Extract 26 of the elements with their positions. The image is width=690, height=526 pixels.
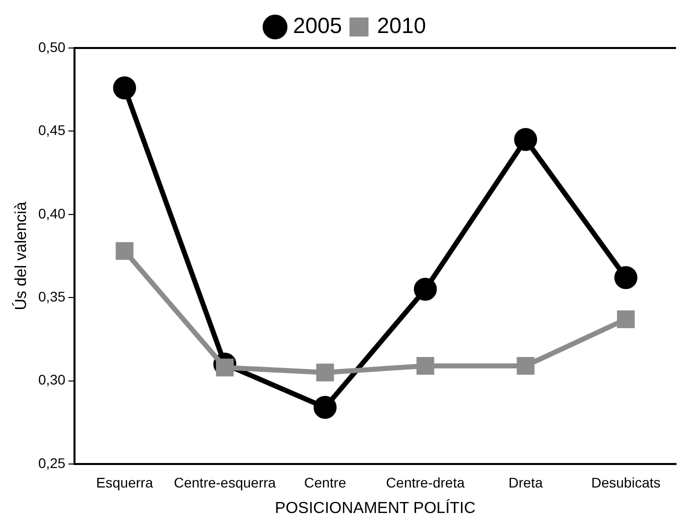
point (116, 242, 134, 260)
x-tick-label: Centre-dreta (386, 474, 465, 490)
point (516, 356, 534, 375)
point (416, 356, 434, 375)
point (414, 278, 437, 301)
x-axis-title: POSICIONAMENT POLÍTIC (274, 498, 476, 517)
x-tick-label: Dreta (508, 474, 543, 490)
y-tick-label: 0,30 (38, 372, 66, 388)
y-axis-title: Ús del valencià (12, 202, 30, 310)
x-tick-label: Centre-esquerra (174, 474, 276, 490)
point (316, 364, 334, 382)
x-tick-label: Desubicats (591, 474, 661, 490)
x-tick-label: Esquerra (96, 474, 154, 490)
legend-label: 2005 (293, 13, 342, 38)
y-tick-label: 0,40 (38, 205, 66, 222)
y-tick-label: 0,25 (38, 454, 66, 471)
point (514, 128, 538, 152)
y-tick-label: 0,45 (38, 122, 66, 138)
point (113, 76, 136, 100)
y-tick-label: 0,50 (38, 38, 66, 55)
y-tick-label: 0,35 (38, 288, 66, 304)
point (314, 396, 337, 419)
point (617, 310, 635, 328)
x-tick-label: Centre (304, 474, 346, 490)
point (614, 266, 638, 290)
legend-label: 2010 (377, 13, 426, 38)
